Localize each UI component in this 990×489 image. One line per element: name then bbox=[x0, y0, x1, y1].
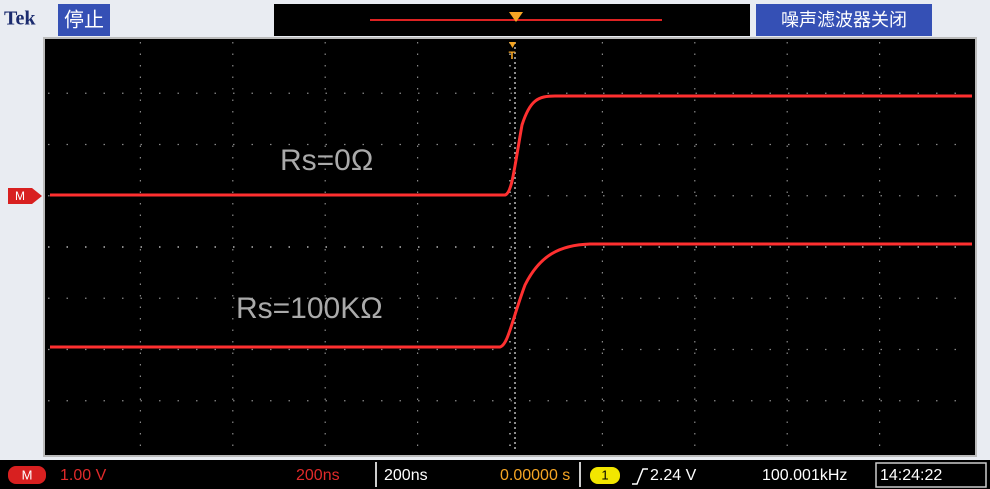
channel: M bbox=[22, 467, 33, 482]
brand: Tek bbox=[4, 8, 36, 30]
page: Tek 停止 噪声滤波器关闭 T M Rs=0Ω Rs=100KΩ M 1.00… bbox=[0, 0, 990, 489]
time-per-div: 200ns bbox=[384, 467, 428, 484]
run-status: 停止 bbox=[64, 8, 104, 31]
trigger-label: T bbox=[509, 50, 516, 62]
math-time: 200ns bbox=[296, 467, 340, 484]
position: 0.00000 s bbox=[500, 467, 570, 484]
trigger-level: 2.24 V bbox=[650, 467, 697, 484]
trigger-channel: 1 bbox=[601, 467, 608, 482]
volts-per-div: 1.00 V bbox=[60, 467, 107, 484]
frequency: 100.001kHz bbox=[762, 467, 847, 484]
annotation: Rs=0Ω bbox=[280, 144, 373, 177]
ref-label: M bbox=[15, 189, 25, 203]
noise-filter: 噪声滤波器关闭 bbox=[781, 10, 907, 30]
oscilloscope-screen: Tek 停止 噪声滤波器关闭 T M Rs=0Ω Rs=100KΩ M 1.00… bbox=[0, 0, 990, 489]
annotation: Rs=100KΩ bbox=[236, 292, 383, 325]
clock: 14:24:22 bbox=[880, 467, 942, 484]
